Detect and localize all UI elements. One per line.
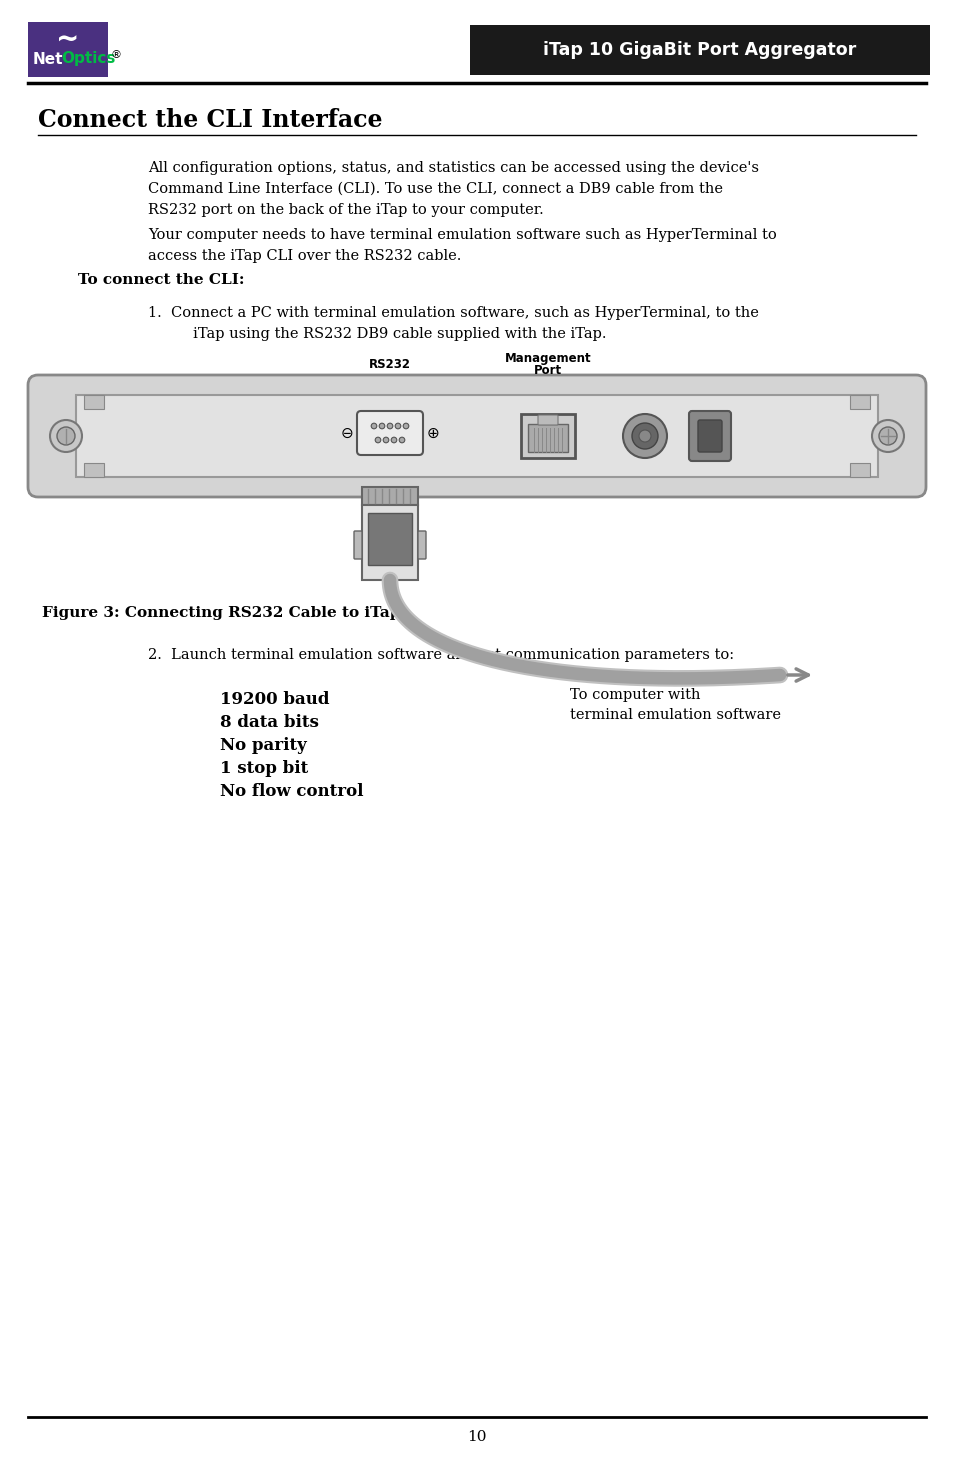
- FancyBboxPatch shape: [417, 531, 426, 559]
- Text: Your computer needs to have terminal emulation software such as HyperTerminal to: Your computer needs to have terminal emu…: [148, 229, 776, 242]
- Circle shape: [383, 437, 389, 442]
- Text: All configuration options, status, and statistics can be accessed using the devi: All configuration options, status, and s…: [148, 161, 759, 176]
- Text: 8 data bits: 8 data bits: [220, 714, 318, 732]
- Circle shape: [631, 423, 658, 448]
- FancyBboxPatch shape: [698, 420, 721, 451]
- FancyBboxPatch shape: [688, 412, 730, 462]
- FancyBboxPatch shape: [84, 463, 104, 476]
- Text: Command Line Interface (CLI). To use the CLI, connect a DB9 cable from the: Command Line Interface (CLI). To use the…: [148, 181, 722, 196]
- Circle shape: [622, 414, 666, 459]
- Text: RS232 port on the back of the iTap to your computer.: RS232 port on the back of the iTap to yo…: [148, 204, 543, 217]
- Text: 10: 10: [467, 1429, 486, 1444]
- Text: ®: ®: [111, 50, 122, 60]
- Text: No flow control: No flow control: [220, 783, 363, 801]
- Text: ⊖: ⊖: [340, 425, 353, 441]
- Text: ~: ~: [56, 25, 80, 53]
- Circle shape: [398, 437, 404, 442]
- Circle shape: [391, 437, 396, 442]
- Text: 1.  Connect a PC with terminal emulation software, such as HyperTerminal, to the: 1. Connect a PC with terminal emulation …: [148, 305, 758, 320]
- Text: RS232: RS232: [369, 358, 411, 372]
- FancyBboxPatch shape: [520, 414, 575, 459]
- Text: ⊕: ⊕: [426, 425, 439, 441]
- Text: No parity: No parity: [220, 738, 307, 755]
- Text: 2.  Launch terminal emulation software and set communication parameters to:: 2. Launch terminal emulation software an…: [148, 648, 734, 662]
- Text: 19200 baud: 19200 baud: [220, 692, 329, 708]
- FancyBboxPatch shape: [470, 25, 929, 75]
- Circle shape: [871, 420, 903, 451]
- Circle shape: [378, 423, 384, 429]
- FancyBboxPatch shape: [849, 463, 869, 476]
- FancyBboxPatch shape: [28, 375, 925, 497]
- Circle shape: [50, 420, 82, 451]
- Text: Connect the CLI Interface: Connect the CLI Interface: [38, 108, 382, 131]
- FancyBboxPatch shape: [537, 414, 558, 425]
- FancyBboxPatch shape: [361, 504, 417, 580]
- Text: access the iTap CLI over the RS232 cable.: access the iTap CLI over the RS232 cable…: [148, 249, 461, 263]
- Text: Port: Port: [534, 364, 561, 378]
- Circle shape: [403, 423, 409, 429]
- Text: To connect the CLI:: To connect the CLI:: [78, 273, 244, 288]
- FancyBboxPatch shape: [28, 22, 108, 77]
- Circle shape: [57, 426, 75, 445]
- Circle shape: [371, 423, 376, 429]
- Text: iTap 10 GigaBit Port Aggregator: iTap 10 GigaBit Port Aggregator: [543, 41, 856, 59]
- FancyBboxPatch shape: [354, 531, 361, 559]
- Text: Net: Net: [33, 52, 64, 66]
- Text: To computer with: To computer with: [569, 687, 700, 702]
- Text: Optics: Optics: [61, 52, 115, 66]
- FancyBboxPatch shape: [527, 423, 567, 451]
- Circle shape: [395, 423, 400, 429]
- Text: terminal emulation software: terminal emulation software: [569, 708, 781, 721]
- FancyBboxPatch shape: [84, 395, 104, 409]
- Text: iTap using the RS232 DB9 cable supplied with the iTap.: iTap using the RS232 DB9 cable supplied …: [170, 327, 606, 341]
- Text: 1 stop bit: 1 stop bit: [220, 761, 308, 777]
- FancyBboxPatch shape: [361, 487, 417, 504]
- Text: Figure 3: Connecting RS232 Cable to iTap: Figure 3: Connecting RS232 Cable to iTap: [42, 606, 400, 619]
- FancyBboxPatch shape: [849, 395, 869, 409]
- FancyBboxPatch shape: [76, 395, 877, 476]
- Circle shape: [639, 431, 650, 442]
- Circle shape: [387, 423, 393, 429]
- Text: Management: Management: [504, 353, 591, 364]
- FancyBboxPatch shape: [356, 412, 422, 454]
- Circle shape: [375, 437, 380, 442]
- FancyBboxPatch shape: [368, 513, 412, 565]
- Circle shape: [878, 426, 896, 445]
